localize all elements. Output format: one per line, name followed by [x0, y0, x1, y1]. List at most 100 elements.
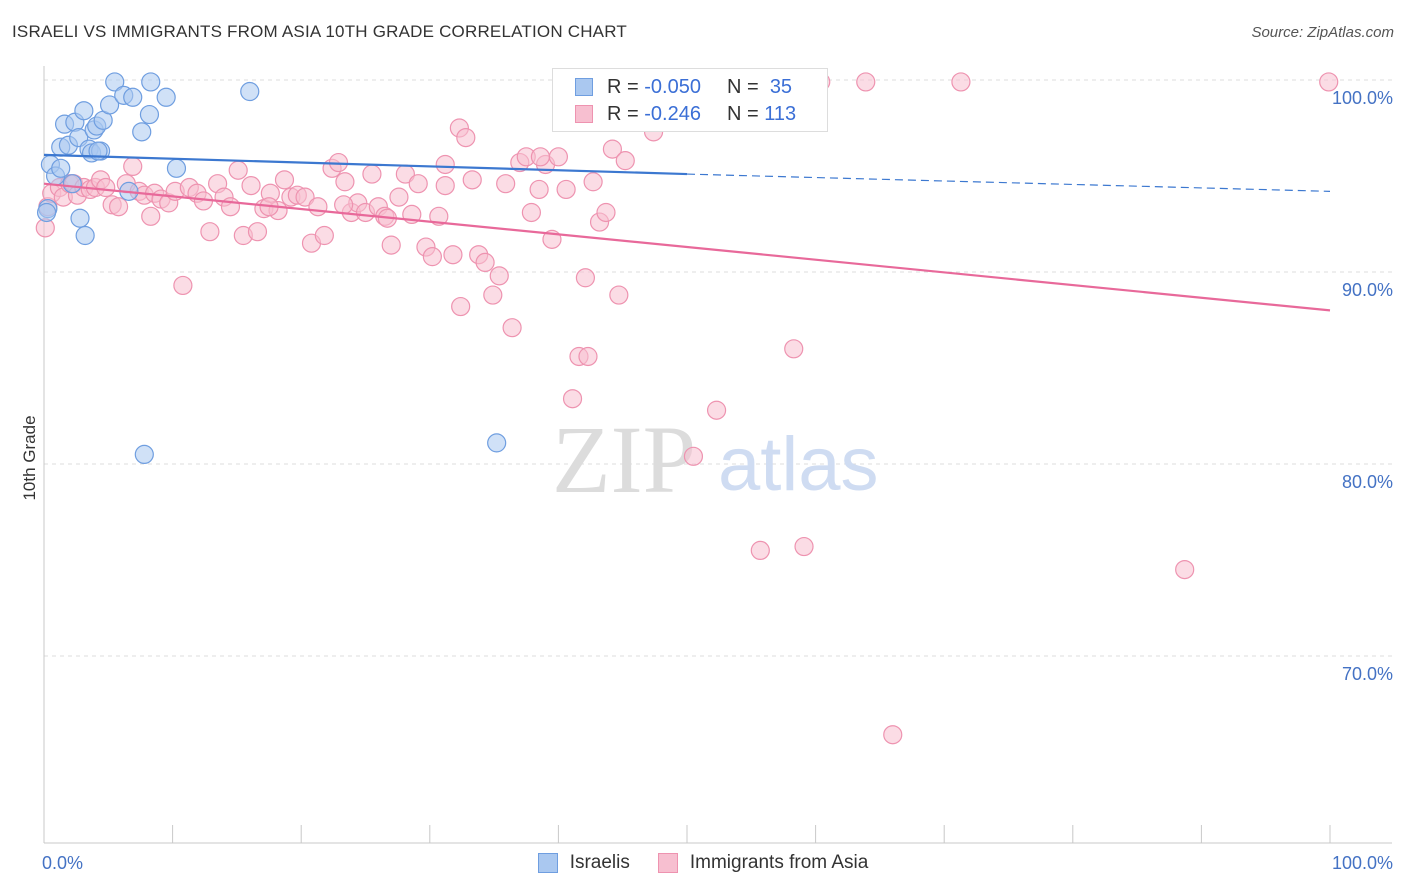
point-asia: [784, 339, 804, 359]
legend-item-israelis[interactable]: Israelis: [537, 852, 630, 874]
point-asia: [335, 172, 355, 192]
point-israelis: [487, 433, 507, 453]
point-asia: [951, 72, 971, 92]
point-asia: [247, 222, 268, 242]
point-israelis: [70, 208, 90, 228]
point-asia: [794, 536, 814, 557]
point-asia: [1319, 72, 1339, 92]
legend-label-israelis: Israelis: [569, 852, 630, 873]
point-asia: [228, 160, 248, 180]
series-legend: Israelis Immigrants from Asia: [0, 852, 1406, 874]
point-asia: [548, 147, 569, 167]
point-asia: [422, 247, 442, 267]
axes: [43, 66, 1392, 844]
point-asia: [706, 400, 727, 420]
point-israelis: [166, 158, 187, 178]
point-asia: [596, 202, 616, 223]
legend-n-value-israelis: 35: [769, 75, 793, 98]
point-israelis: [62, 174, 82, 194]
point-asia: [578, 346, 598, 367]
point-israelis: [240, 81, 260, 102]
point-asia: [502, 318, 522, 338]
point-asia: [389, 187, 409, 207]
legend-label-asia: Immigrants from Asia: [689, 852, 869, 873]
point-asia: [456, 128, 476, 148]
point-asia: [583, 172, 603, 192]
correlation-legend: R = -0.050 N = 35 R = -0.246 N = 113: [552, 68, 828, 132]
point-israelis: [74, 101, 94, 121]
point-asia: [521, 202, 541, 223]
point-asia: [308, 197, 328, 217]
legend-swatch-asia: [575, 105, 593, 123]
legend-r-value-israelis: -0.050: [644, 75, 701, 98]
point-asia: [883, 725, 903, 745]
point-asia: [529, 179, 549, 200]
point-asia: [108, 197, 129, 217]
legend-n-value-asia: 113: [764, 102, 797, 125]
point-israelis: [123, 87, 143, 107]
y-axis-label: 10th Grade: [20, 415, 39, 500]
point-asia: [429, 206, 449, 226]
point-asia: [609, 285, 629, 305]
point-asia: [489, 266, 509, 286]
legend-item-asia[interactable]: Immigrants from Asia: [657, 852, 869, 874]
y-tick-label: 70.0%: [1342, 664, 1393, 684]
series-israelis-points: [36, 72, 637, 464]
x-tick-label: 0.0%: [42, 853, 83, 873]
x-tick-label: 100.0%: [1332, 853, 1393, 873]
point-asia: [200, 222, 220, 242]
watermark-zip: ZIP: [552, 406, 696, 513]
y-tick-label: 90.0%: [1342, 280, 1393, 300]
trend-line-israelis-extension: [686, 173, 1331, 192]
legend-r-value-asia: -0.246: [644, 102, 701, 125]
y-tick-label: 100.0%: [1332, 88, 1393, 108]
point-asia: [362, 164, 382, 184]
legend-row-asia: R = -0.246 N = 113: [575, 102, 796, 126]
point-asia: [173, 275, 193, 296]
legend-row-israelis: R = -0.050 N = 35: [575, 75, 792, 99]
legend-n-label: N =: [727, 75, 759, 98]
point-asia: [96, 177, 116, 198]
point-asia: [602, 139, 623, 159]
point-israelis: [156, 87, 176, 107]
point-asia: [750, 540, 770, 561]
chart-source: Source: ZipAtlas.com: [1251, 24, 1394, 41]
point-israelis: [75, 225, 95, 246]
legend-swatch-israelis: [537, 853, 558, 873]
point-asia: [435, 154, 455, 175]
point-asia: [123, 156, 143, 176]
point-asia: [556, 179, 576, 200]
point-asia: [475, 252, 495, 272]
point-asia: [483, 285, 503, 305]
point-asia: [443, 245, 463, 265]
point-asia: [856, 72, 876, 92]
point-asia: [334, 195, 354, 215]
point-asia: [295, 187, 315, 207]
point-asia: [496, 174, 516, 194]
point-asia: [462, 170, 482, 190]
y-tick-label: 80.0%: [1342, 472, 1393, 492]
tick-labels: 100.0% 90.0% 80.0% 70.0% 0.0% 100.0%: [42, 88, 1393, 873]
point-asia: [141, 206, 161, 226]
point-asia: [408, 174, 428, 194]
legend-swatch-israelis: [575, 78, 593, 96]
point-asia: [562, 389, 583, 409]
point-asia: [381, 235, 401, 255]
point-asia: [575, 268, 596, 288]
legend-r-label: R =: [607, 75, 639, 98]
trend-lines: [43, 153, 1331, 312]
point-asia: [435, 176, 455, 196]
watermark-atlas: atlas: [718, 422, 879, 507]
point-israelis: [105, 72, 125, 92]
point-israelis: [139, 104, 160, 125]
legend-swatch-asia: [657, 853, 678, 873]
point-asia: [314, 225, 334, 246]
legend-n-label: N =: [727, 102, 759, 125]
point-asia: [274, 170, 295, 190]
point-israelis: [36, 202, 57, 223]
point-israelis: [141, 72, 161, 92]
point-asia: [1175, 559, 1195, 580]
point-asia: [451, 296, 471, 317]
point-israelis: [132, 122, 152, 142]
